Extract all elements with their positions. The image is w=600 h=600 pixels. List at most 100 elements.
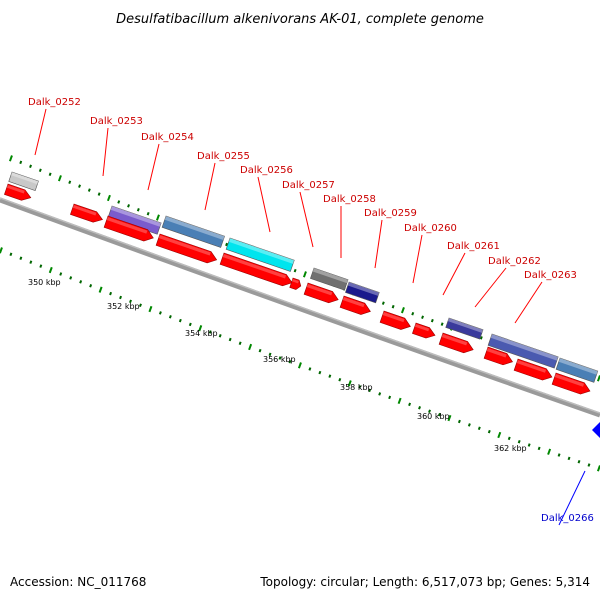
upper-tick bbox=[68, 180, 72, 184]
lower-tick bbox=[388, 395, 392, 400]
label-leader-line bbox=[442, 252, 466, 296]
lower-tick bbox=[139, 303, 142, 307]
lower-tick bbox=[79, 280, 83, 284]
lower-tick bbox=[119, 295, 122, 300]
cog-bar-shine bbox=[490, 334, 559, 361]
lower-tick bbox=[577, 459, 581, 464]
lower-tick bbox=[278, 356, 282, 360]
gene-label: Dalk_0263 bbox=[524, 270, 577, 281]
cds-arrows bbox=[4, 183, 600, 438]
upper-tick bbox=[391, 304, 395, 309]
cds-arrow-shine bbox=[486, 347, 507, 358]
cds-arrow-shine bbox=[158, 234, 211, 256]
cog-bar bbox=[445, 317, 484, 340]
scale-tick-label: 358 kbp bbox=[340, 383, 373, 392]
lower-tick bbox=[497, 431, 502, 439]
lower-tick bbox=[109, 291, 113, 296]
lower-tick bbox=[487, 429, 491, 434]
label-leader-line bbox=[147, 143, 160, 191]
scale-labels: 350 kbp 352 kbp 354 kbp 356 kbp 358 kbp 360 k… bbox=[28, 278, 527, 453]
lower-tick bbox=[98, 286, 103, 293]
gene-label: Dalk_0255 bbox=[197, 151, 250, 162]
lower-tick bbox=[537, 446, 541, 451]
lower-tick bbox=[178, 318, 182, 323]
lower-tick bbox=[477, 426, 481, 431]
cog-bar bbox=[8, 171, 39, 191]
upper-tick bbox=[117, 200, 121, 204]
scale-tick-label: 352 kbp bbox=[107, 302, 140, 311]
cog-bar bbox=[161, 215, 226, 248]
cds-arrow-shine bbox=[291, 278, 299, 284]
lower-tick bbox=[587, 463, 591, 467]
cog-bar bbox=[345, 281, 380, 304]
lower-tick bbox=[438, 412, 441, 417]
upper-tick bbox=[87, 188, 91, 192]
upper-tick bbox=[302, 271, 307, 278]
gene-label: Dalk_0266 bbox=[541, 513, 594, 524]
forward-cds-arrow bbox=[551, 372, 591, 395]
lower-tick bbox=[188, 322, 192, 327]
lower-tick bbox=[318, 370, 322, 375]
lower-tick bbox=[547, 448, 552, 455]
lower-tick bbox=[308, 367, 312, 371]
forward-cds-arrow bbox=[379, 310, 411, 330]
lower-tick bbox=[408, 402, 412, 407]
upper-tick bbox=[136, 208, 140, 212]
forward-cds-arrow bbox=[289, 277, 302, 290]
cog-bars bbox=[8, 171, 599, 383]
lower-tick bbox=[208, 330, 212, 334]
lower-tick bbox=[428, 409, 431, 413]
gene-label: Dalk_0256 bbox=[240, 165, 293, 176]
upper-tick bbox=[411, 311, 415, 316]
upper-tick bbox=[155, 214, 160, 221]
lower-tick bbox=[19, 256, 23, 260]
upper-tick bbox=[293, 268, 297, 273]
cds-arrow-shine bbox=[306, 283, 333, 296]
scale-tick-label: 356 kbp bbox=[263, 355, 296, 364]
cds-arrow-shine bbox=[342, 296, 365, 308]
cds-arrow-shine bbox=[554, 373, 585, 387]
cog-bar-shine bbox=[347, 281, 380, 296]
cds-arrow-shine bbox=[106, 216, 148, 234]
backbone-line bbox=[0, 197, 600, 418]
lower-tick bbox=[218, 334, 222, 338]
upper-tick bbox=[29, 164, 32, 169]
upper-tick bbox=[57, 175, 62, 182]
lower-tick bbox=[517, 439, 521, 444]
upper-tick bbox=[8, 155, 13, 162]
lower-tick bbox=[338, 377, 342, 382]
lower-tick bbox=[467, 423, 471, 427]
forward-cds-arrow bbox=[70, 203, 103, 223]
label-leader-line bbox=[558, 470, 586, 526]
cog-bar-shine bbox=[228, 238, 295, 264]
topology-text: Topology: circular; Length: 6,517,073 bp… bbox=[259, 575, 590, 589]
gene-label: Dalk_0253 bbox=[90, 116, 143, 127]
lower-tick bbox=[297, 362, 302, 369]
lower-tick bbox=[507, 436, 511, 441]
cds-arrow-shine bbox=[382, 311, 405, 323]
scale-tick-label: 362 kbp bbox=[494, 444, 527, 453]
lower-tick bbox=[248, 343, 253, 351]
gene-label: Dalk_0258 bbox=[323, 194, 376, 205]
lower-tick bbox=[418, 406, 421, 410]
lower-tick bbox=[148, 305, 153, 313]
gene-label: Dalk_0254 bbox=[141, 132, 194, 143]
lower-tick bbox=[89, 284, 93, 288]
cog-bar bbox=[310, 267, 349, 291]
forward-cds-arrow bbox=[303, 282, 339, 304]
gene-label: Dalk_0257 bbox=[282, 180, 335, 191]
lower-tick bbox=[328, 374, 332, 378]
scale-tick-label: 354 kbp bbox=[185, 329, 218, 338]
cds-arrow-shine bbox=[414, 323, 430, 332]
lower-tick bbox=[527, 443, 531, 447]
lower-tick bbox=[457, 419, 461, 424]
cog-bar-shine bbox=[312, 268, 349, 284]
upper-tick bbox=[440, 322, 444, 326]
accession-text: Accession: NC_011768 bbox=[10, 575, 146, 589]
cog-bar-shine bbox=[110, 206, 162, 227]
forward-cds-arrow bbox=[438, 332, 474, 354]
forward-cds-arrow bbox=[513, 358, 553, 381]
forward-cds-arrow bbox=[483, 346, 513, 366]
